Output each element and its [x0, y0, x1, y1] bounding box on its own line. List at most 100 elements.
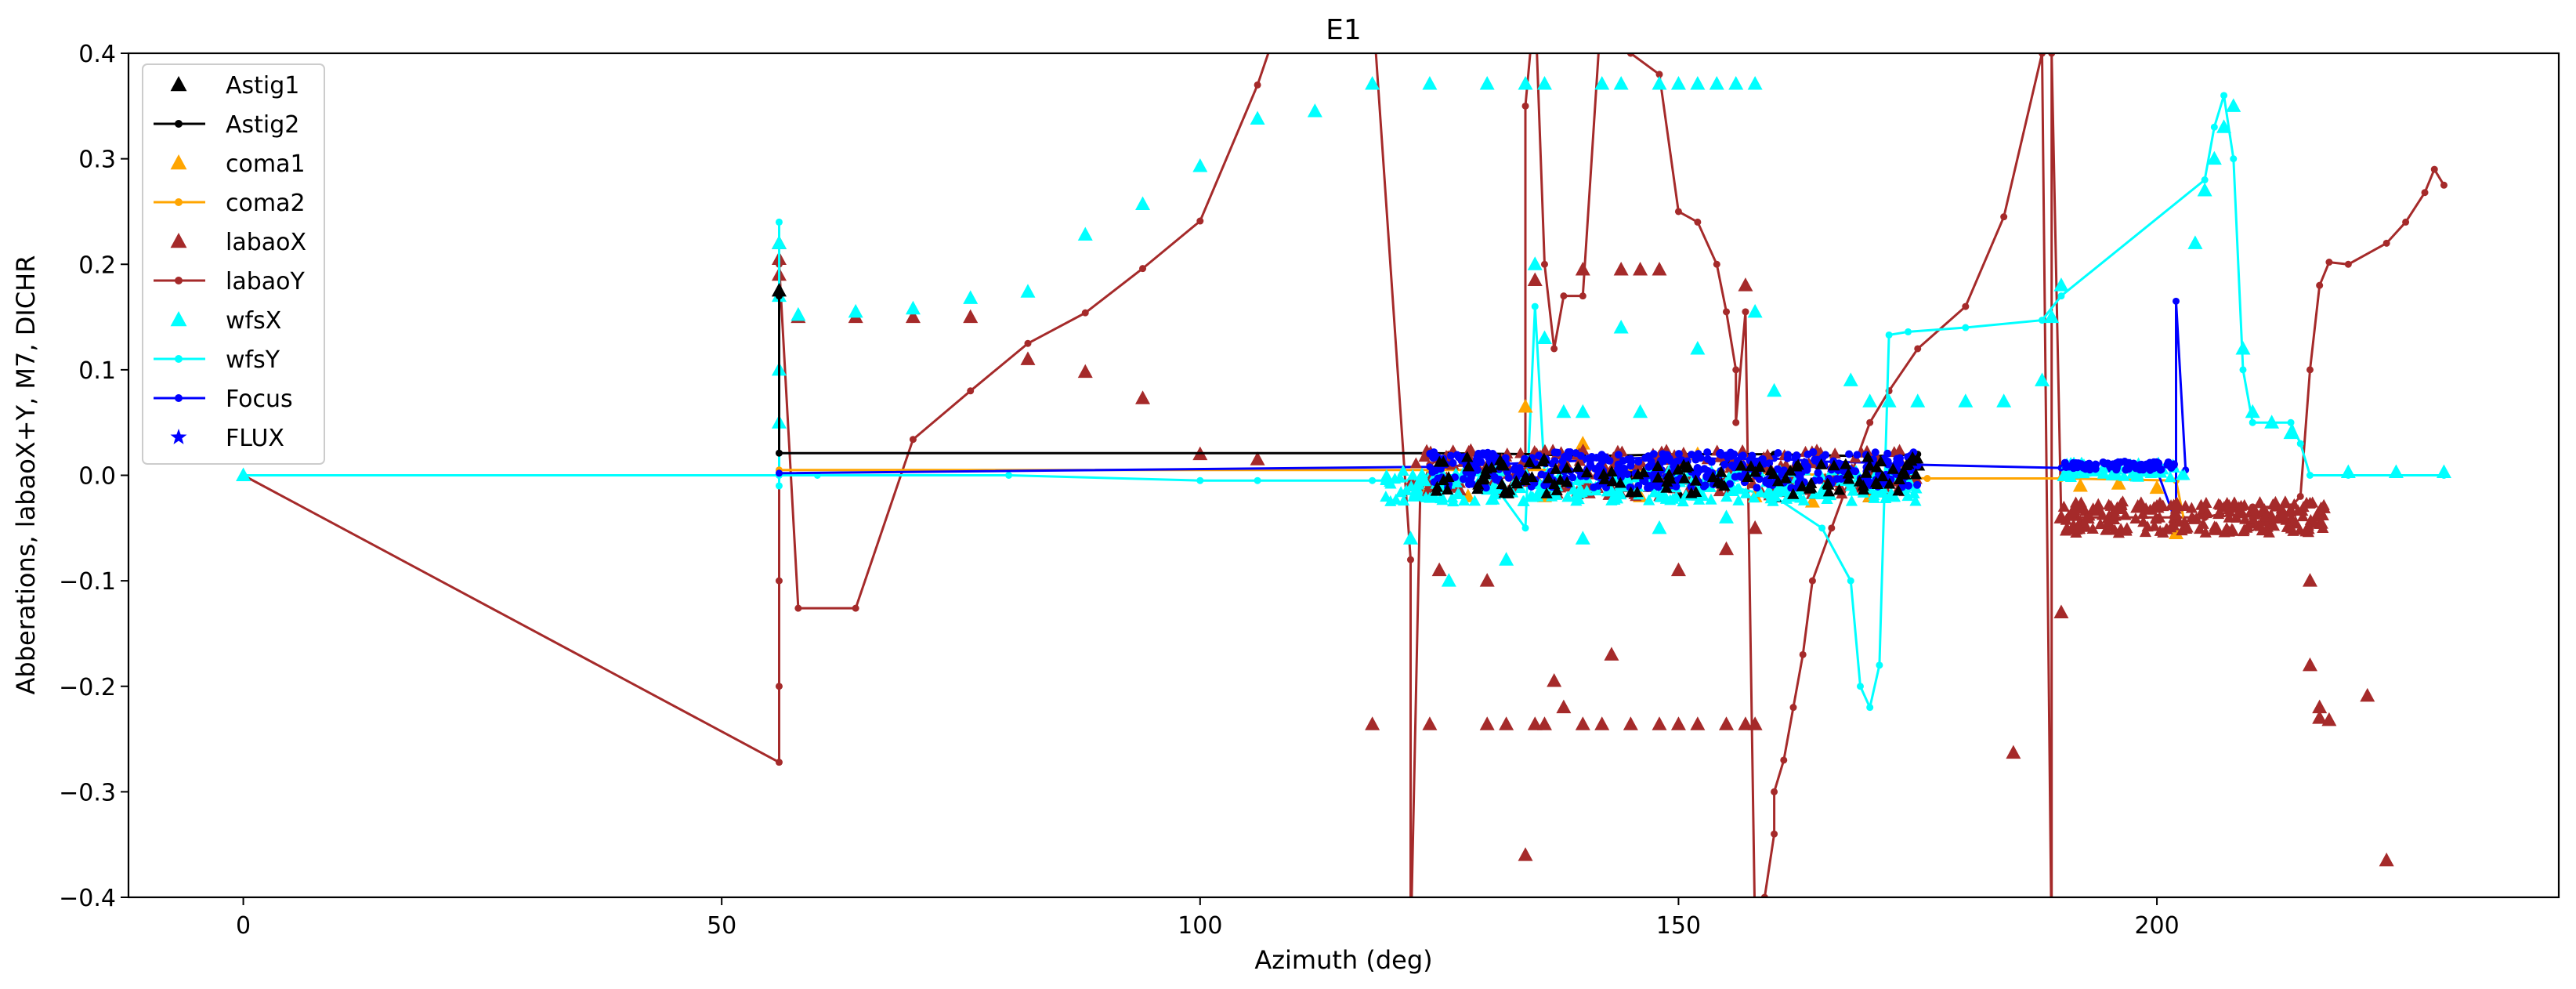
- data-point: [1892, 484, 1905, 496]
- data-point: [2163, 461, 2172, 469]
- y-axis-label: Abberations, labaoX+Y, M7, DICHR: [11, 255, 41, 695]
- data-point: [1525, 471, 1538, 483]
- data-point: [1573, 455, 1586, 466]
- data-point: [963, 290, 979, 304]
- data-point: [1005, 472, 1013, 479]
- data-point: [2302, 573, 2317, 587]
- data-point: [1747, 716, 1763, 730]
- data-point: [1670, 562, 1686, 577]
- data-point: [2069, 496, 2082, 508]
- data-point: [2064, 462, 2073, 471]
- data-point: [1660, 481, 1673, 493]
- data-point: [2140, 502, 2152, 514]
- data-point: [2287, 418, 2295, 426]
- data-point: [1715, 466, 1728, 477]
- legend-item-Astig1: Astig1: [170, 72, 299, 100]
- data-point: [1662, 468, 1676, 480]
- data-point: [1543, 472, 1555, 484]
- data-point: [1365, 716, 1380, 730]
- data-point: [1572, 473, 1584, 485]
- data-point: [1748, 451, 1757, 460]
- data-point: [1760, 893, 1768, 897]
- data-point: [1644, 452, 1652, 461]
- data-point: [1422, 716, 1438, 730]
- data-point: [1077, 364, 1093, 379]
- data-point: [1536, 76, 1552, 90]
- data-point: [1576, 451, 1585, 460]
- data-point: [1723, 308, 1731, 316]
- data-point: [1690, 716, 1706, 730]
- data-point: [1527, 716, 1543, 730]
- data-point: [1547, 673, 1562, 687]
- data-point: [2214, 498, 2227, 510]
- data-point: [1739, 487, 1753, 498]
- data-point: [1665, 455, 1673, 463]
- data-point: [1818, 524, 1826, 532]
- legend-marker: [170, 233, 187, 248]
- data-point: [1774, 449, 1782, 458]
- data-point: [1436, 494, 1449, 505]
- data-point: [1962, 302, 1970, 310]
- legend-label: FLUX: [226, 425, 284, 452]
- data-point: [1595, 462, 1604, 470]
- data-point: [775, 218, 783, 226]
- data-point: [2421, 189, 2429, 197]
- data-point: [1624, 486, 1637, 498]
- data-point: [1659, 450, 1667, 458]
- legend-item-Focus: Focus: [154, 386, 293, 413]
- data-point: [1958, 393, 1974, 408]
- y-tick-label: −0.4: [59, 885, 116, 912]
- dense-band-Astig1: [1430, 451, 1924, 499]
- data-point: [2089, 462, 2098, 470]
- data-point: [2316, 281, 2324, 289]
- data-point: [1580, 466, 1594, 478]
- data-point: [1510, 475, 1522, 487]
- data-point: [1482, 484, 1490, 492]
- data-point: [2000, 213, 2008, 221]
- data-point: [1646, 482, 1655, 491]
- data-point: [2129, 512, 2142, 523]
- data-point: [1606, 475, 1619, 487]
- data-point: [1670, 491, 1683, 502]
- data-point: [1626, 53, 1634, 57]
- data-point: [1690, 76, 1706, 90]
- data-point: [1536, 716, 1552, 730]
- data-point: [1845, 450, 1854, 458]
- legend-marker: [175, 277, 183, 284]
- data-point: [1592, 454, 1601, 462]
- data-point: [1828, 459, 1840, 471]
- legend-marker: [170, 154, 187, 170]
- data-point: [1738, 277, 1753, 292]
- data-point: [1369, 476, 1377, 484]
- data-point: [1480, 449, 1489, 458]
- data-point: [1250, 451, 1265, 466]
- data-point: [2149, 480, 2165, 494]
- data-point: [2254, 520, 2267, 531]
- data-point: [1784, 464, 1796, 476]
- data-point: [1862, 393, 1878, 408]
- data-point: [2344, 260, 2352, 268]
- data-point: [2296, 440, 2304, 447]
- data-point: [1674, 450, 1683, 458]
- data-point: [1719, 541, 1735, 556]
- data-point: [1575, 261, 1590, 276]
- legend-label: labaoX: [226, 229, 306, 256]
- data-point: [1745, 460, 1757, 472]
- data-point: [2097, 467, 2109, 479]
- data-point: [1799, 650, 1807, 658]
- data-point: [1409, 457, 1422, 469]
- data-point: [2263, 526, 2275, 538]
- data-point: [2119, 509, 2132, 520]
- data-point: [2193, 523, 2206, 534]
- data-point: [2340, 464, 2356, 478]
- data-point: [1893, 455, 1901, 463]
- data-point: [1790, 460, 1803, 472]
- data-point: [1828, 524, 1836, 532]
- x-tick-label: 150: [1656, 912, 1701, 940]
- data-point: [1437, 455, 1449, 467]
- data-point: [1719, 509, 1735, 523]
- data-point: [1548, 459, 1557, 468]
- data-point: [1441, 484, 1454, 495]
- data-point: [2115, 503, 2127, 515]
- data-point: [1701, 481, 1709, 490]
